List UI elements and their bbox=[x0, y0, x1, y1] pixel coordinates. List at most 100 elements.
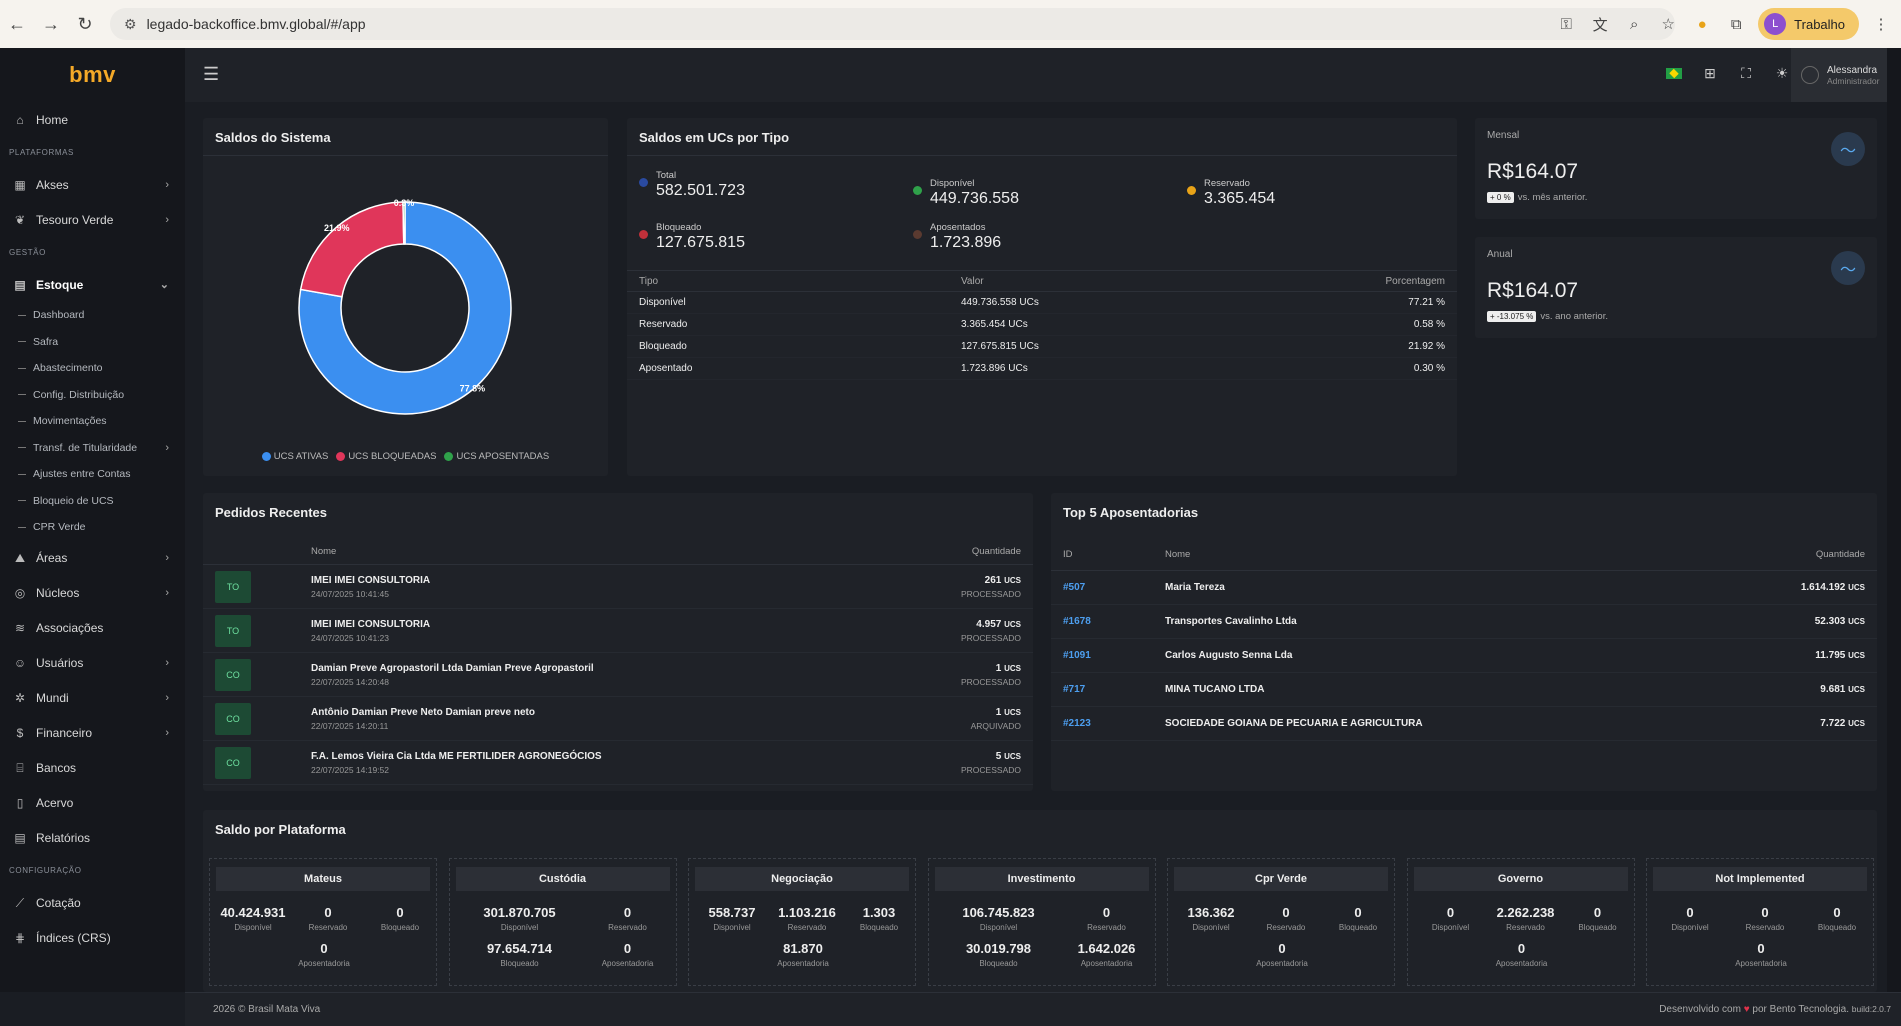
order-name: Damian Preve Agropastoril Ltda Damian Pr… bbox=[311, 662, 594, 674]
platform-value-bloq: 1.303 Bloqueado bbox=[843, 905, 915, 932]
kpi-value: R$164.07 bbox=[1487, 160, 1579, 183]
key-icon[interactable]: ⚿ bbox=[1560, 15, 1572, 33]
extensions-icon[interactable]: ⧉ bbox=[1730, 15, 1742, 33]
sidebar-subitem-bloqueio-ucs[interactable]: Bloqueio de UCS bbox=[0, 488, 185, 515]
menu-toggle-icon[interactable]: ☰ bbox=[203, 64, 220, 84]
logo[interactable]: bmv bbox=[69, 62, 116, 87]
layout-icon[interactable]: ⊞ bbox=[1704, 64, 1716, 81]
legend-label: UCS BLOQUEADAS bbox=[348, 451, 437, 462]
value: 558.737 bbox=[708, 905, 756, 920]
site-settings-icon[interactable]: ⚙ bbox=[124, 15, 137, 32]
sidebar-item-usuarios[interactable]: ☺ Usuários › bbox=[0, 646, 185, 681]
user-menu[interactable]: Alessandra Administrador bbox=[1791, 48, 1901, 102]
platform-value-bloq: 0 Bloqueado bbox=[1801, 905, 1873, 932]
sidebar-subitem-ajustes-contas[interactable]: Ajustes entre Contas bbox=[0, 461, 185, 488]
sidebar-item-home[interactable]: ⌂ Home bbox=[0, 102, 185, 137]
sidebar-item-financeiro[interactable]: $ Financeiro › bbox=[0, 716, 185, 751]
sidebar-subitem-cpr-verde[interactable]: CPR Verde bbox=[0, 514, 185, 541]
legend-item[interactable]: UCS ATIVAS bbox=[261, 451, 328, 462]
fullscreen-icon[interactable]: ⛶ bbox=[1741, 64, 1751, 81]
order-date: 22/07/2025 14:20:11 bbox=[311, 720, 389, 731]
value: 301.870.705 bbox=[483, 905, 556, 920]
value-label: Aposentadoria bbox=[1495, 959, 1548, 968]
sidebar-item-relatorios[interactable]: ▤ Relatórios bbox=[0, 821, 185, 856]
sidebar-item-indices[interactable]: ⋕ Índices (CRS) bbox=[0, 921, 185, 956]
profile-button[interactable]: L Trabalho bbox=[1758, 8, 1859, 40]
record-id-link[interactable]: #2123 bbox=[1063, 718, 1091, 729]
platform-title: Not Implemented bbox=[1653, 867, 1867, 891]
table-row[interactable]: CO F.A. Lemos Vieira Cia Ltda ME FERTILID… bbox=[203, 741, 1033, 785]
order-name: IMEI IMEI CONSULTORIA bbox=[311, 574, 431, 586]
cell-pct: 0.30 % bbox=[1413, 363, 1445, 374]
column-header: ID bbox=[1063, 549, 1073, 560]
sidebar-subitem-movimentacoes[interactable]: Movimentações bbox=[0, 408, 185, 435]
column-header: Nome bbox=[1165, 549, 1191, 560]
sidebar-subitem-config-distribuicao[interactable]: Config. Distribuição bbox=[0, 382, 185, 409]
sidebar-item-mundi[interactable]: ✲ Mundi › bbox=[0, 681, 185, 716]
legend-item[interactable]: UCS APOSENTADAS bbox=[444, 451, 549, 462]
table-row[interactable]: CO Antônio Damian Preve Neto Damian preve… bbox=[203, 697, 1033, 741]
credits-post: por Bento Tecnologia. bbox=[1752, 1004, 1849, 1015]
value: 0 bbox=[1833, 905, 1841, 920]
heart-icon: ♥ bbox=[1743, 1004, 1750, 1015]
cell-tipo: Bloqueado bbox=[639, 341, 687, 352]
sidebar-subitem-transf-titularidade[interactable]: Transf. de Titularidade › bbox=[0, 435, 185, 462]
pie-slice-1[interactable] bbox=[299, 201, 405, 298]
table-row[interactable]: TO IMEI IMEI CONSULTORIA 24/07/2025 10:41:… bbox=[203, 565, 1033, 609]
back-icon[interactable]: ← bbox=[8, 13, 26, 34]
section-gestao: GESTÃO bbox=[9, 247, 46, 257]
scrollbar[interactable] bbox=[1887, 48, 1901, 992]
sidebar-subitem-dashboard[interactable]: Dashboard bbox=[0, 302, 185, 329]
column-header: Quantidade bbox=[1815, 549, 1865, 560]
card-ucs-por-tipo: Saldos em UCs por Tipo Total 582.501.723 … bbox=[627, 118, 1457, 476]
table-row[interactable]: TO IMEI IMEI CONSULTORIA 24/07/2025 10:41:… bbox=[203, 609, 1033, 653]
value-label: Aposentadoria bbox=[1080, 959, 1133, 968]
column-header: Quantidade bbox=[971, 546, 1021, 557]
reload-icon[interactable]: ↻ bbox=[77, 13, 93, 34]
extension-coin-icon[interactable]: ● bbox=[1697, 15, 1707, 33]
pie-slice-2[interactable] bbox=[402, 201, 406, 245]
zoom-icon[interactable]: ⌕ bbox=[1629, 15, 1639, 33]
change-badge: + 0 % bbox=[1487, 192, 1514, 203]
chevron-right-icon: › bbox=[165, 441, 169, 454]
value: 1.103.216 bbox=[778, 905, 836, 920]
sidebar-item-bancos[interactable]: ⌸ Bancos bbox=[0, 751, 185, 786]
platform-value-res: 0 Reservado bbox=[292, 905, 364, 932]
theme-sun-icon[interactable]: ☀ bbox=[1775, 64, 1789, 81]
cell-pct: 0.58 % bbox=[1413, 319, 1445, 330]
sidebar-item-akses[interactable]: ▦ Akses › bbox=[0, 167, 185, 202]
browser-menu-icon[interactable]: ⋮ bbox=[1873, 16, 1889, 33]
address-bar[interactable]: ⚙ legado-backoffice.bmv.global/#/app bbox=[110, 8, 1675, 40]
record-id-link[interactable]: #1678 bbox=[1063, 616, 1091, 627]
table-row[interactable]: CO Damian Preve Agropastoril Ltda Damian … bbox=[203, 653, 1033, 697]
sidebar-item-cotacao[interactable]: ⟋ Cotação bbox=[0, 886, 185, 921]
sidebar-item-tesouro-verde[interactable]: ❦ Tesouro Verde › bbox=[0, 202, 185, 237]
translate-icon[interactable]: 文 bbox=[1592, 16, 1608, 34]
pie-slice-0[interactable] bbox=[298, 201, 512, 415]
language-flag-icon[interactable] bbox=[1663, 62, 1685, 84]
sidebar-item-areas[interactable]: ⛰ Áreas › bbox=[0, 541, 185, 576]
cell-valor: 1.723.896 UCs bbox=[961, 363, 1028, 374]
stat-reservado: Reservado 3.365.454 bbox=[1187, 178, 1275, 208]
value-label: Reservado bbox=[1745, 923, 1785, 932]
sidebar-item-acervo[interactable]: ▯ Acervo bbox=[0, 786, 185, 821]
sidebar-subitem-label: CPR Verde bbox=[33, 521, 86, 534]
sidebar-item-estoque[interactable]: ▤ Estoque ⌄ bbox=[0, 267, 185, 302]
value: 106.745.823 bbox=[962, 905, 1035, 920]
sidebar-item-nucleos[interactable]: ◎ Núcleos › bbox=[0, 576, 185, 611]
star-icon[interactable]: ☆ bbox=[1661, 16, 1675, 33]
chevron-right-icon: › bbox=[165, 692, 169, 704]
chevron-right-icon: › bbox=[165, 213, 169, 226]
forward-icon[interactable]: → bbox=[42, 13, 60, 34]
sidebar-subitem-safra[interactable]: Safra bbox=[0, 329, 185, 356]
record-id-link[interactable]: #717 bbox=[1063, 684, 1086, 695]
sidebar-subitem-abastecimento[interactable]: Abastecimento bbox=[0, 355, 185, 382]
legend-item[interactable]: UCS BLOQUEADAS bbox=[336, 451, 436, 462]
type-badge: TO bbox=[215, 614, 251, 647]
cell-pct: 77.21 % bbox=[1408, 297, 1445, 308]
sidebar-item-associacoes[interactable]: ≋ Associações bbox=[0, 611, 185, 646]
record-id-link[interactable]: #507 bbox=[1063, 582, 1086, 593]
value: 0 bbox=[1102, 905, 1111, 920]
chart-legend: UCS ATIVAS UCS BLOQUEADAS UCS APOSENTADA… bbox=[203, 451, 608, 462]
record-id-link[interactable]: #1091 bbox=[1063, 650, 1091, 661]
